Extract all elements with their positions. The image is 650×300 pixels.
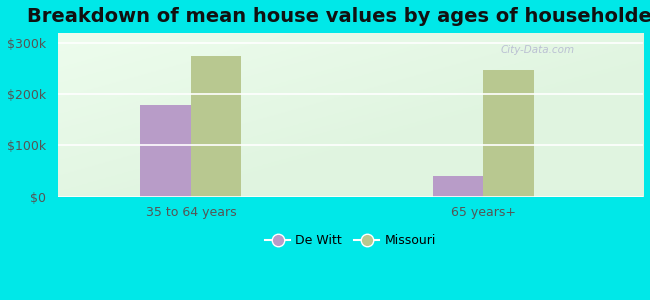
Bar [140,105,191,196]
Title: Breakdown of mean house values by ages of householders: Breakdown of mean house values by ages o… [27,7,650,26]
Bar [433,176,484,196]
Legend: De Witt, Missouri: De Witt, Missouri [260,230,441,252]
Bar [484,70,534,196]
Bar [191,56,241,196]
Text: City-Data.com: City-Data.com [500,45,575,55]
